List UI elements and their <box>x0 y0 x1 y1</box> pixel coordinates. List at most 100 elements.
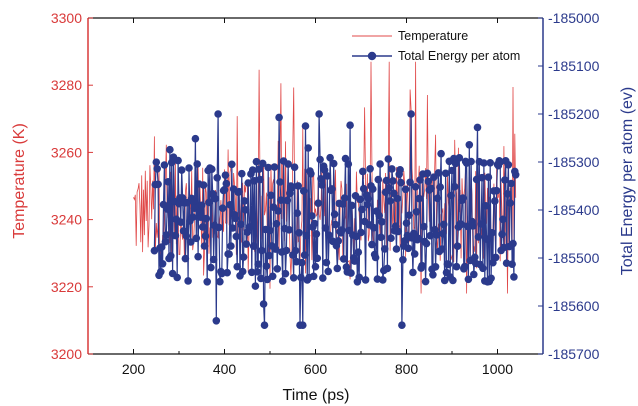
energy-point <box>257 274 265 283</box>
energy-point <box>238 169 246 178</box>
energy-point <box>396 166 404 174</box>
energy-point <box>207 263 215 272</box>
energy-point <box>198 223 207 231</box>
energy-point <box>152 158 161 166</box>
energy-point <box>284 160 293 168</box>
energy-point <box>199 181 208 189</box>
energy-point <box>248 166 257 174</box>
energy-point <box>437 149 445 158</box>
legend: Temperature Total Energy per atom <box>352 29 520 63</box>
energy-point <box>205 198 213 207</box>
energy-point <box>324 267 333 276</box>
energy-point <box>267 191 275 200</box>
energy-point <box>304 144 313 152</box>
energy-point <box>504 161 513 169</box>
energy-point <box>272 220 281 228</box>
energy-point <box>252 157 261 166</box>
energy-point <box>371 253 380 262</box>
energy-point <box>432 231 441 239</box>
energy-series <box>150 110 520 330</box>
energy-point <box>222 179 231 188</box>
energy-point <box>187 238 195 246</box>
energy-point <box>221 171 230 179</box>
energy-point <box>200 242 209 250</box>
energy-point <box>382 176 391 185</box>
energy-point <box>449 276 457 285</box>
energy-point <box>509 239 517 248</box>
energy-point <box>383 264 392 273</box>
left-tick-label: 3300 <box>51 10 82 26</box>
energy-point <box>369 223 378 232</box>
left-tick-label: 3260 <box>51 144 82 160</box>
energy-point <box>241 206 250 214</box>
energy-point <box>282 246 291 255</box>
energy-point <box>309 272 318 281</box>
energy-point <box>293 209 302 217</box>
energy-point <box>416 176 424 184</box>
right-tick-label: -185500 <box>548 250 600 266</box>
energy-point <box>312 230 321 238</box>
energy-point <box>302 231 311 240</box>
energy-point <box>423 169 432 178</box>
energy-point <box>482 235 491 243</box>
right-axis-label: Total Energy per atom (ev) <box>619 87 636 276</box>
energy-point <box>273 265 282 273</box>
energy-point <box>402 219 411 227</box>
energy-point <box>268 272 277 281</box>
energy-point <box>389 177 397 185</box>
energy-point <box>393 194 402 203</box>
x-tick-label: 600 <box>304 361 328 377</box>
energy-point <box>317 175 325 183</box>
energy-point <box>285 226 293 234</box>
right-tick-label: -185600 <box>548 298 600 314</box>
energy-point <box>270 163 279 171</box>
energy-point <box>384 155 393 163</box>
energy-point <box>215 223 223 232</box>
energy-point <box>469 222 477 230</box>
energy-point <box>300 251 309 259</box>
energy-point <box>424 177 433 186</box>
energy-point <box>294 182 303 190</box>
energy-line <box>153 113 517 326</box>
energy-point <box>201 232 210 240</box>
energy-point <box>357 228 365 237</box>
energy-point <box>366 165 374 173</box>
energy-point <box>438 245 446 253</box>
energy-point <box>191 134 200 143</box>
energy-point <box>355 273 364 282</box>
energy-point <box>277 196 285 204</box>
energy-point <box>480 159 488 167</box>
energy-point <box>308 212 316 220</box>
energy-point <box>196 207 204 215</box>
energy-point <box>431 263 440 271</box>
energy-point <box>225 250 233 258</box>
x-tick-label: 1000 <box>482 361 513 377</box>
energy-point <box>213 174 221 182</box>
energy-point <box>314 199 323 207</box>
energy-point <box>473 123 482 132</box>
energy-point <box>158 260 167 268</box>
energy-point <box>239 253 248 261</box>
energy-point <box>387 234 395 242</box>
energy-point <box>167 252 175 260</box>
energy-point <box>228 160 236 169</box>
energy-point <box>209 255 218 264</box>
energy-point <box>331 220 340 229</box>
energy-point <box>439 229 447 238</box>
energy-point <box>231 214 240 223</box>
right-tick-label: -185700 <box>548 346 600 362</box>
legend-energy-label: Total Energy per atom <box>398 49 520 63</box>
energy-point <box>374 175 383 184</box>
x-tick-label: 200 <box>122 361 146 377</box>
energy-point <box>323 172 332 180</box>
energy-point <box>380 245 389 253</box>
energy-point <box>511 171 520 179</box>
energy-point <box>474 233 483 241</box>
energy-point <box>447 191 455 200</box>
energy-point <box>452 262 461 271</box>
energy-point <box>198 201 206 210</box>
energy-point <box>233 262 241 271</box>
energy-point <box>311 262 320 271</box>
energy-point <box>507 179 515 188</box>
energy-point <box>376 160 384 168</box>
